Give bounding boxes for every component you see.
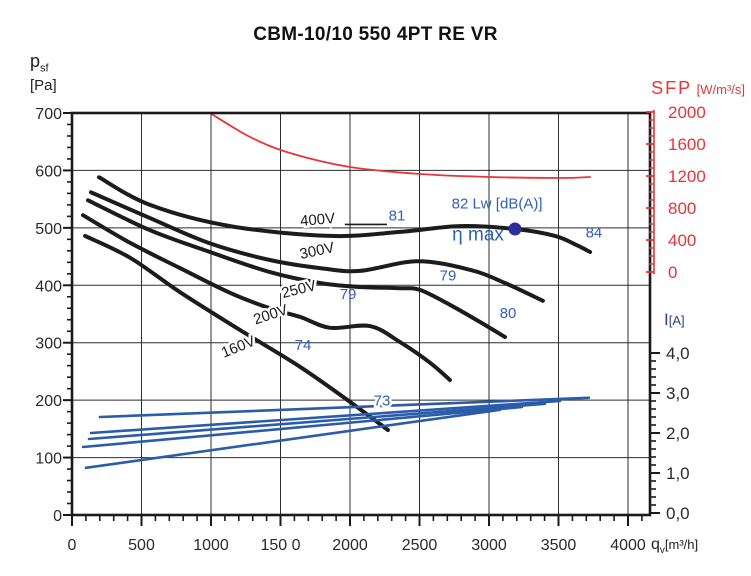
annotation-250v: 250V (280, 277, 318, 302)
plot-border (70, 111, 652, 517)
pressure-tick-label: 700 (35, 106, 62, 123)
annotation-400v: 400V (299, 210, 335, 230)
chart-title: CBM-10/10 550 4PT RE VR (253, 24, 498, 45)
annotation-84: 84 (586, 225, 603, 242)
curve-i-300v (89, 399, 562, 435)
curve-i-200v (81, 405, 524, 449)
curve-160v (83, 233, 390, 432)
current-axis-title: I[A] (664, 310, 685, 329)
annotation-82-lw-db-a-: 82 Lw [dB(A)] (452, 195, 543, 212)
pressure-tick-label: 100 (35, 451, 62, 468)
curve-200v (81, 213, 452, 382)
flow-tick-label: 0 (68, 537, 77, 554)
curve-250v (86, 198, 507, 339)
curve-400v (97, 175, 593, 254)
annotation-73: 73 (374, 392, 391, 409)
pressure-tick-label: 300 (35, 336, 62, 353)
sfp-tick-label: 800 (668, 199, 696, 218)
annotation-79: 79 (340, 286, 357, 303)
curve-i-400v (98, 396, 591, 419)
current-tick-label: 2,0 (666, 424, 690, 443)
curve-sfp (209, 112, 591, 179)
curve-i-250v (87, 402, 547, 441)
flow-tick-label: 3500 (541, 537, 577, 554)
sfp-axis-title: SFP [W/m³/s] (651, 78, 745, 98)
flow-tick-label: 4000 (610, 537, 646, 554)
current-tick-label: 4,0 (666, 344, 690, 363)
pressure-axis-title: psf [Pa] (30, 51, 57, 95)
flow-tick-label: 2000 (332, 537, 368, 554)
annotation-81: 81 (389, 207, 406, 224)
sfp-tick-label: 1600 (668, 135, 706, 154)
annotation--max: η max (452, 224, 504, 245)
sfp-tick-label: 0 (668, 263, 677, 282)
current-tick-label: 1,0 (666, 464, 690, 483)
annotation-160v: 160V (219, 333, 258, 362)
pressure-tick-label: 400 (35, 278, 62, 295)
flow-tick-label: 150 0 (260, 537, 300, 554)
annotation-80: 80 (500, 305, 517, 322)
sfp-tick-label: 400 (668, 231, 696, 250)
flow-tick-label: 2500 (402, 537, 438, 554)
sfp-tick-label: 1200 (668, 167, 706, 186)
annotation-74: 74 (295, 337, 312, 354)
pressure-tick-label: 600 (35, 163, 62, 180)
eta-max-point (508, 222, 522, 236)
pressure-tick-label: 0 (53, 508, 62, 525)
flow-tick-label: 3000 (471, 537, 507, 554)
flow-tick-label: 500 (128, 537, 155, 554)
flow-tick-label: 1000 (193, 537, 229, 554)
annotation-300v: 300V (298, 239, 336, 263)
current-tick-label: 3,0 (666, 384, 690, 403)
annotation-79: 79 (440, 268, 457, 285)
curve-i-160v (84, 408, 502, 470)
curve-300v (89, 190, 545, 303)
flow-axis-title: qv[m³/h] (651, 536, 699, 557)
sfp-tick-label: 2000 (668, 103, 706, 122)
pressure-tick-label: 500 (35, 221, 62, 238)
current-tick-label: 0,0 (666, 504, 690, 523)
pressure-tick-label: 200 (35, 393, 62, 410)
